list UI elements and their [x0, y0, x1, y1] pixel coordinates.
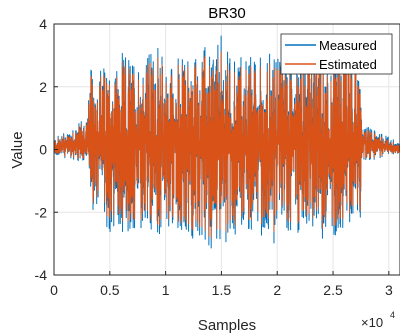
x-tick-label-0: 0 — [50, 282, 58, 298]
y-axis-label: Value — [9, 131, 26, 168]
legend-label-estimated: Estimated — [319, 57, 377, 72]
tick-marks — [53, 23, 390, 276]
y-tick-label-2: 0 — [39, 142, 47, 158]
legend-box — [280, 33, 393, 75]
legend: Measured Estimated — [280, 33, 393, 75]
y-tick-label-3: 2 — [39, 79, 47, 95]
x-tick-label-1: 0.5 — [100, 282, 120, 298]
series-layer — [53, 35, 400, 249]
x-tick-label-6: 3 — [385, 282, 393, 298]
tick-labels: 0 0.5 1 1.5 2 2.5 3 -4 -2 0 2 4 — [35, 16, 393, 298]
x-tick-label-4: 2 — [273, 282, 281, 298]
x-axis-multiplier: ×10 4 — [361, 310, 395, 330]
x-tick-label-5: 2.5 — [323, 282, 343, 298]
x-multiplier-base: ×10 — [361, 315, 383, 330]
y-tick-label-4: 4 — [39, 16, 47, 32]
series-line-estimated — [53, 51, 400, 239]
x-tick-label-3: 1.5 — [212, 282, 232, 298]
x-tick-label-2: 1 — [162, 282, 170, 298]
legend-label-measured: Measured — [319, 38, 377, 53]
y-tick-label-0: -4 — [35, 267, 48, 283]
x-axis-label: Samples — [198, 317, 256, 334]
y-tick-label-1: -2 — [35, 204, 48, 220]
x-multiplier-exponent: 4 — [390, 310, 395, 320]
chart-title: BR30 — [208, 5, 246, 22]
